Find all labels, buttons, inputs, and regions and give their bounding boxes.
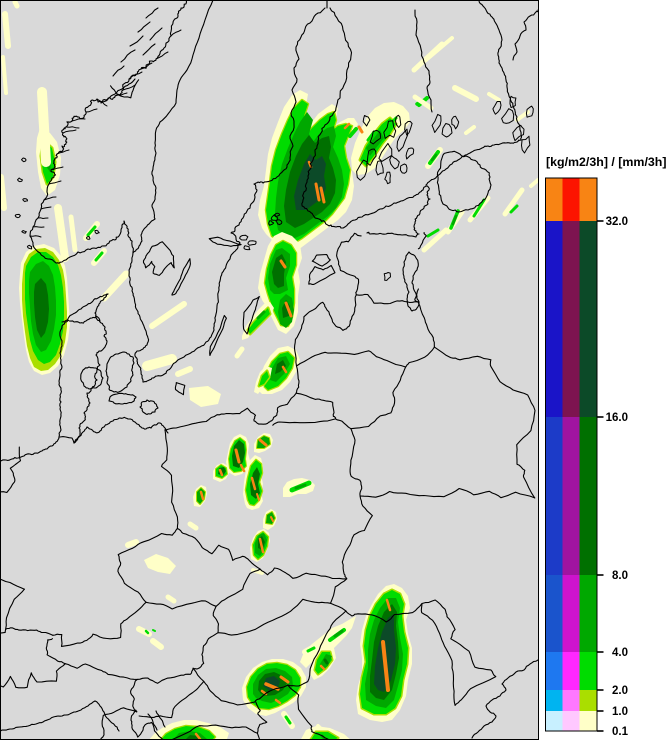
svg-text:[kg/m2/3h] / [mm/3h]: [kg/m2/3h] / [mm/3h] (546, 155, 666, 169)
svg-text:4.0: 4.0 (612, 647, 628, 659)
svg-text:8.0: 8.0 (612, 570, 628, 582)
svg-text:0.1: 0.1 (612, 726, 629, 738)
svg-text:32.0: 32.0 (606, 216, 628, 228)
svg-text:16.0: 16.0 (606, 412, 628, 424)
svg-text:1.0: 1.0 (612, 706, 628, 718)
svg-text:2.0: 2.0 (612, 685, 628, 697)
